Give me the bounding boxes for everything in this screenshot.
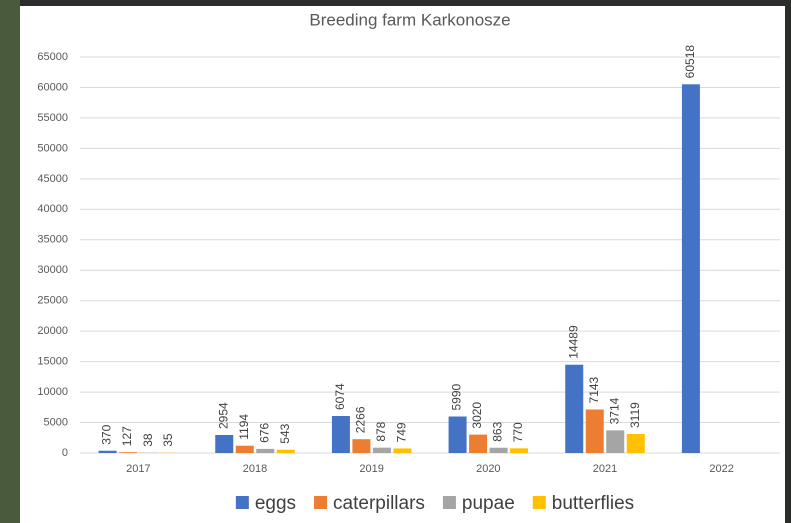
bar (449, 417, 467, 453)
bar (490, 448, 508, 453)
value-label: 676 (257, 423, 271, 443)
value-label: 770 (511, 422, 525, 442)
x-tick-label: 2022 (709, 463, 733, 475)
value-label: 7143 (587, 376, 601, 403)
bar (586, 409, 604, 453)
value-label: 543 (278, 423, 292, 443)
y-tick-label: 5000 (44, 416, 68, 428)
legend-swatch (443, 496, 456, 509)
value-label: 749 (395, 422, 409, 442)
x-tick-label: 2019 (359, 463, 383, 475)
bar (236, 446, 254, 453)
value-label: 60518 (683, 45, 697, 79)
legend-swatch (236, 496, 249, 509)
y-tick-label: 55000 (37, 112, 68, 124)
value-label: 35 (161, 433, 175, 447)
bar (352, 439, 370, 453)
bar (469, 435, 487, 453)
bar (373, 448, 391, 453)
bar (332, 416, 350, 453)
y-tick-label: 20000 (37, 325, 68, 337)
x-tick-label: 2018 (243, 463, 267, 475)
legend-label: pupae (462, 493, 515, 514)
y-tick-label: 65000 (37, 51, 68, 63)
value-label: 878 (374, 421, 388, 441)
y-tick-label: 0 (62, 447, 68, 459)
y-tick-label: 45000 (37, 173, 68, 185)
bar (99, 451, 117, 453)
bar (119, 452, 137, 453)
value-label: 127 (120, 426, 134, 446)
x-tick-label: 2020 (476, 463, 500, 475)
legend-label: eggs (255, 493, 296, 514)
value-label: 1194 (237, 414, 251, 440)
legend-label: caterpillars (333, 493, 425, 514)
bar (627, 434, 645, 453)
bar (682, 84, 700, 453)
chart-title: Breeding farm Karkonosze (309, 10, 510, 29)
legend-swatch (533, 496, 546, 509)
legend-label: butterflies (552, 493, 634, 514)
value-label: 14489 (566, 325, 580, 359)
bar (256, 449, 274, 453)
chart-area (20, 6, 785, 523)
value-label: 2266 (354, 406, 368, 433)
y-tick-label: 50000 (37, 142, 68, 154)
value-label: 38 (141, 433, 155, 447)
y-tick-label: 60000 (37, 81, 68, 93)
chart: Breeding farm Karkonosze 0 5000 10000 15000… (0, 0, 791, 523)
bar (606, 430, 624, 453)
legend-swatch (314, 496, 327, 509)
value-label: 3020 (470, 402, 484, 429)
value-label: 370 (100, 424, 114, 444)
value-label: 863 (491, 421, 505, 441)
value-label: 5990 (450, 383, 464, 410)
bar (565, 365, 583, 453)
x-tick-label: 2021 (593, 463, 617, 475)
bar (393, 448, 411, 453)
page: {"chart_data": {"type": "bar", "title": … (0, 0, 791, 523)
bar (510, 448, 528, 453)
value-label: 3119 (628, 402, 642, 428)
bar (215, 435, 233, 453)
x-tick-label: 2017 (126, 463, 150, 475)
y-tick-label: 10000 (37, 386, 68, 398)
value-label: 2954 (216, 402, 230, 429)
y-tick-label: 35000 (37, 234, 68, 246)
y-tick-label: 25000 (37, 295, 68, 307)
y-tick-label: 30000 (37, 264, 68, 276)
y-tick-label: 40000 (37, 203, 68, 215)
background-strip (0, 0, 20, 523)
value-label: 6074 (333, 383, 347, 410)
bar (277, 450, 295, 453)
value-label: 3714 (607, 397, 621, 424)
y-tick-label: 15000 (37, 356, 68, 368)
